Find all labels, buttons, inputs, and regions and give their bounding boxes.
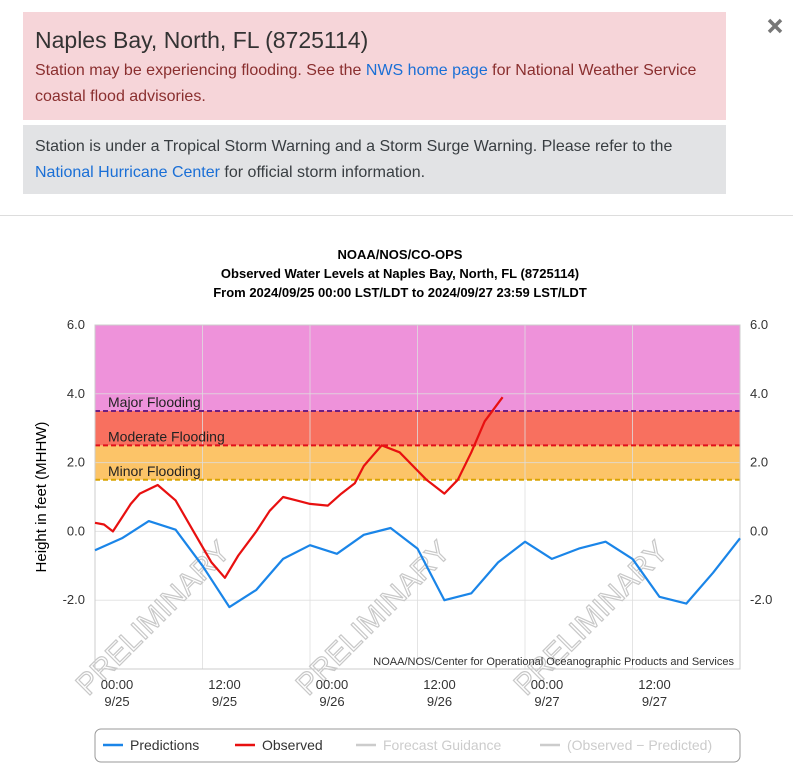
- y-axis-label: Height in feet (MHHW): [33, 422, 50, 573]
- y-tick-label: 4.0: [67, 386, 85, 401]
- x-tick-date: 9/26: [319, 694, 345, 709]
- y2-tick-label: 6.0: [750, 317, 768, 332]
- y2-tick-label: -2.0: [750, 592, 772, 607]
- chart-subtitle: Observed Water Levels at Naples Bay, Nor…: [221, 266, 579, 281]
- x-tick-label: 12:00 9/25: [195, 676, 255, 710]
- series-line: [94, 520, 741, 609]
- x-tick-time: 12:00: [423, 677, 456, 692]
- flood-label: Moderate Flooding: [108, 428, 225, 444]
- y-tick-label: 0.0: [67, 523, 85, 538]
- y-tick-label: 2.0: [67, 455, 85, 470]
- series-line: [94, 396, 504, 579]
- alert-text: Station is under a Tropical Storm Warnin…: [35, 138, 673, 155]
- legend-box: [94, 728, 741, 763]
- x-tick-time: 12:00: [638, 677, 671, 692]
- x-tick-label: 00:00 9/26: [302, 676, 362, 710]
- x-tick-date: 9/25: [211, 694, 238, 709]
- legend-label: Forecast Guidance: [383, 737, 501, 753]
- credit: NOAA/NOS/Center for Operational Oceanogr…: [373, 656, 734, 668]
- alert-title: Naples Bay, North, FL (8725114): [35, 27, 369, 53]
- flood-alert: Naples Bay, North, FL (8725114) Station …: [23, 12, 726, 120]
- close-icon: [767, 18, 783, 34]
- nws-link[interactable]: NWS home page: [365, 62, 488, 79]
- y-tick-label: -2.0: [63, 592, 85, 607]
- close-button[interactable]: [766, 17, 786, 37]
- x-tick-time: 12:00: [208, 677, 241, 692]
- x-tick-time: 00:00: [530, 677, 564, 692]
- y2-tick-label: 2.0: [750, 455, 768, 470]
- x-tick-label: 12:00 9/26: [410, 676, 470, 710]
- x-tick-time: 00:00: [100, 677, 134, 692]
- x-tick-label: 12:00 9/27: [625, 676, 685, 710]
- legend-label: Observed: [262, 737, 323, 753]
- storm-alert: Station is under a Tropical Storm Warnin…: [23, 125, 726, 194]
- y2-tick-label: 0.0: [750, 523, 768, 538]
- legend-label: Predictions: [130, 737, 199, 753]
- chart-title: NOAA/NOS/CO-OPS: [338, 247, 463, 262]
- x-tick-date: 9/25: [104, 694, 130, 709]
- flood-label: Minor Flooding: [108, 463, 201, 479]
- x-tick-date: 9/27: [641, 694, 668, 709]
- plot-border: [94, 324, 741, 670]
- x-tick-time: 00:00: [315, 677, 349, 692]
- y-tick-label: 6.0: [67, 317, 85, 332]
- legend-label: (Observed − Predicted): [567, 737, 712, 753]
- nhc-link[interactable]: National Hurricane Center: [35, 164, 220, 181]
- divider: [0, 215, 793, 216]
- x-tick-date: 9/26: [426, 694, 453, 709]
- flood-label: Major Flooding: [108, 394, 201, 410]
- alert-text: for official storm information.: [219, 164, 426, 181]
- x-tick-date: 9/27: [534, 694, 560, 709]
- y2-tick-label: 4.0: [750, 386, 768, 401]
- alert-text: for National Weather Service coastal flo…: [35, 62, 697, 105]
- x-tick-label: 00:00 9/25: [87, 676, 147, 710]
- chart-subtitle: From 2024/09/25 00:00 LST/LDT to 2024/09…: [213, 285, 587, 300]
- alert-text: Station may be experiencing flooding. Se…: [35, 62, 366, 79]
- x-tick-label: 00:00 9/27: [517, 676, 577, 710]
